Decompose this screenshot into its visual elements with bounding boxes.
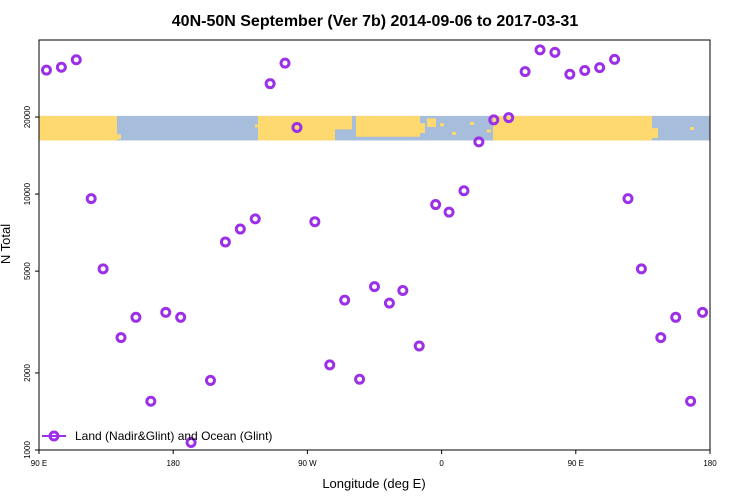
y-tick-label: 10000 (23, 182, 32, 205)
data-point (175, 311, 187, 323)
map-land (258, 115, 335, 141)
legend-marker (48, 430, 60, 442)
data-point (234, 223, 246, 235)
data-point (130, 311, 142, 323)
map-land (452, 131, 456, 135)
map-land (440, 123, 444, 127)
map-land (356, 115, 420, 137)
data-point (430, 199, 442, 211)
map-land (493, 115, 652, 141)
data-point (579, 65, 591, 77)
data-point (85, 193, 97, 205)
y-tick-label: 2000 (23, 364, 32, 382)
data-point (55, 61, 67, 73)
map-land (39, 115, 117, 141)
y-axis-label: N Total (0, 224, 13, 264)
x-tick-label: 0 (439, 459, 444, 468)
map-land (112, 128, 116, 132)
map-land (117, 134, 121, 140)
data-point (264, 78, 276, 90)
data-point (383, 297, 395, 309)
data-point (160, 306, 172, 318)
map-land (335, 115, 352, 130)
data-point (185, 436, 197, 448)
data-point (324, 359, 336, 371)
y-tick-label: 1000 (23, 441, 32, 459)
data-point (609, 53, 621, 65)
data-points (40, 44, 709, 448)
data-point (488, 114, 500, 126)
data-point (97, 263, 109, 275)
data-point (413, 340, 425, 352)
map-land (470, 122, 474, 126)
world-map-band (39, 115, 710, 141)
map-land (645, 133, 649, 137)
x-axis-label: Longitude (deg E) (322, 476, 425, 491)
data-point (655, 332, 667, 344)
map-land (328, 130, 332, 134)
data-point (291, 122, 303, 134)
legend-series-name: Land (Nadir&Glint) and Ocean (Glint) (75, 429, 272, 443)
data-point (354, 373, 366, 385)
data-point (70, 54, 82, 66)
data-point (635, 263, 647, 275)
data-point (519, 66, 531, 78)
data-point (685, 395, 697, 407)
data-point (458, 185, 470, 197)
map-land (420, 123, 425, 134)
map-land (652, 128, 658, 139)
data-point (697, 306, 709, 318)
data-point (369, 281, 380, 293)
plot-frame (38, 39, 711, 451)
data-point (145, 395, 157, 407)
map-land (255, 124, 259, 128)
data-point (503, 112, 515, 124)
x-tick-label: 180 (167, 459, 181, 468)
data-point (40, 64, 52, 76)
data-point (473, 136, 485, 148)
x-tick-label: 90 E (568, 459, 584, 468)
y-tick-label: 20000 (23, 105, 32, 128)
data-point (279, 57, 291, 69)
data-point (309, 216, 321, 228)
y-axis: 1000 2000 5000 10000 20000 (23, 105, 39, 459)
map-land (500, 125, 504, 129)
map-land (487, 129, 491, 133)
map-land (427, 118, 436, 127)
data-point (564, 68, 576, 80)
data-point (249, 213, 261, 225)
data-point (594, 62, 606, 74)
x-tick-label: 90 E (31, 459, 47, 468)
legend: Land (Nadir&Glint) and Ocean (Glint) (42, 429, 272, 443)
x-tick-label: 90 W (298, 459, 317, 468)
data-point (339, 294, 351, 306)
data-point (443, 206, 455, 218)
y-tick-label: 5000 (23, 262, 32, 280)
data-point (622, 193, 634, 205)
chart-title: 40N-50N September (Ver 7b) 2014-09-06 to… (172, 13, 579, 30)
map-land (690, 126, 694, 130)
x-axis: 90 E 180 90 W 0 90 E 180 (31, 450, 717, 468)
data-point (534, 44, 546, 56)
data-point (115, 332, 127, 344)
data-point (219, 236, 231, 248)
x-tick-label: 180 (703, 459, 717, 468)
data-point (204, 374, 216, 386)
data-point (670, 311, 682, 323)
data-point (397, 284, 409, 296)
data-point (549, 46, 561, 58)
